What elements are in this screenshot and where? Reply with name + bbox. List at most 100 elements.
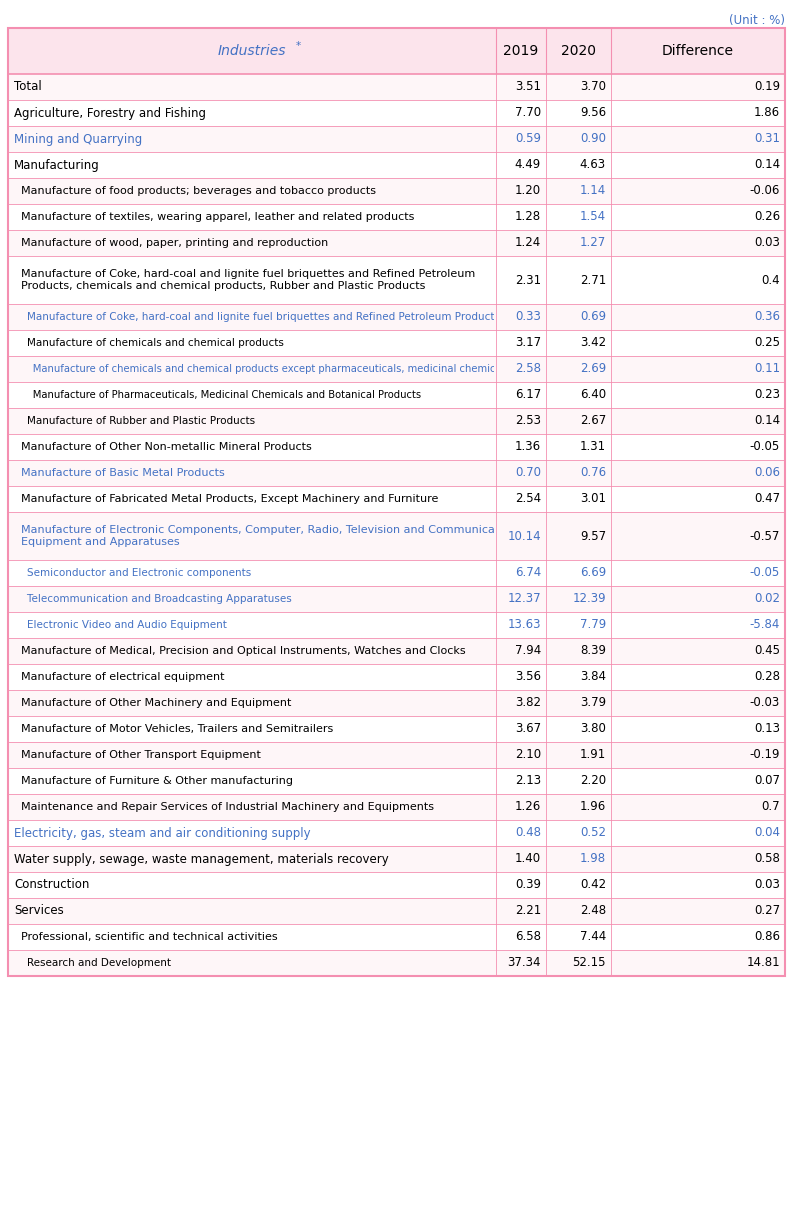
Text: Agriculture, Forestry and Fishing: Agriculture, Forestry and Fishing <box>14 106 206 119</box>
Bar <box>8 664 785 690</box>
Text: Manufacture of chemicals and chemical products: Manufacture of chemicals and chemical pr… <box>14 338 284 348</box>
Text: 1.20: 1.20 <box>515 185 541 198</box>
Text: Manufacture of Fabricated Metal Products, Except Machinery and Furniture: Manufacture of Fabricated Metal Products… <box>14 494 439 505</box>
Text: 37.34: 37.34 <box>508 956 541 969</box>
Text: Manufacture of Other Non-metallic Mineral Products: Manufacture of Other Non-metallic Minera… <box>14 442 312 451</box>
Bar <box>8 716 785 742</box>
Text: 0.03: 0.03 <box>754 237 780 250</box>
Text: 2019: 2019 <box>504 43 538 58</box>
Text: 12.37: 12.37 <box>508 593 541 606</box>
Bar <box>8 330 785 356</box>
Text: 1.26: 1.26 <box>515 800 541 814</box>
Text: Manufacture of Coke, hard-coal and lignite fuel briquettes and Refined Petroleum: Manufacture of Coke, hard-coal and ligni… <box>14 311 500 322</box>
Text: 1.98: 1.98 <box>580 852 606 865</box>
Text: 1.96: 1.96 <box>580 800 606 814</box>
Text: Manufacturing: Manufacturing <box>14 158 100 171</box>
Text: 3.17: 3.17 <box>515 337 541 350</box>
Text: 2.48: 2.48 <box>580 904 606 917</box>
Bar <box>8 152 785 177</box>
Text: 0.02: 0.02 <box>754 593 780 606</box>
Text: Manufacture of Medical, Precision and Optical Instruments, Watches and Clocks: Manufacture of Medical, Precision and Op… <box>14 646 465 655</box>
Text: Professional, scientific and technical activities: Professional, scientific and technical a… <box>14 932 278 941</box>
Text: -0.57: -0.57 <box>749 530 780 542</box>
Text: -5.84: -5.84 <box>749 618 780 631</box>
Text: 3.80: 3.80 <box>580 723 606 735</box>
Bar <box>8 460 785 486</box>
Text: 1.91: 1.91 <box>580 748 606 762</box>
Text: -0.05: -0.05 <box>749 441 780 454</box>
Text: 0.36: 0.36 <box>754 310 780 323</box>
Text: Difference: Difference <box>662 43 734 58</box>
Text: -0.19: -0.19 <box>749 748 780 762</box>
Text: 0.76: 0.76 <box>580 466 606 479</box>
Text: 52.15: 52.15 <box>573 956 606 969</box>
Text: 0.90: 0.90 <box>580 133 606 146</box>
Bar <box>8 304 785 330</box>
Bar <box>8 587 785 612</box>
Bar <box>8 690 785 716</box>
Bar <box>8 74 785 100</box>
Text: 3.01: 3.01 <box>580 492 606 506</box>
Text: 0.47: 0.47 <box>754 492 780 506</box>
Text: 4.49: 4.49 <box>515 158 541 171</box>
Bar <box>8 820 785 846</box>
Text: 0.45: 0.45 <box>754 645 780 658</box>
Text: 0.27: 0.27 <box>754 904 780 917</box>
Text: 0.14: 0.14 <box>754 158 780 171</box>
Text: 0.11: 0.11 <box>754 362 780 375</box>
Bar <box>8 925 785 950</box>
Text: 0.19: 0.19 <box>754 81 780 93</box>
Text: Semiconductor and Electronic components: Semiconductor and Electronic components <box>14 568 251 578</box>
Bar <box>8 177 785 204</box>
Text: 2020: 2020 <box>561 43 596 58</box>
Bar <box>8 408 785 435</box>
Text: 10.14: 10.14 <box>508 530 541 542</box>
Text: 0.70: 0.70 <box>515 466 541 479</box>
Bar <box>8 28 785 74</box>
Bar <box>8 256 785 304</box>
Bar <box>8 486 785 512</box>
Text: 0.58: 0.58 <box>754 852 780 865</box>
Bar <box>8 435 785 460</box>
Bar <box>8 612 785 639</box>
Text: Maintenance and Repair Services of Industrial Machinery and Equipments: Maintenance and Repair Services of Indus… <box>14 801 434 812</box>
Bar <box>8 356 785 381</box>
Text: 1.54: 1.54 <box>580 210 606 223</box>
Text: Manufacture of electrical equipment: Manufacture of electrical equipment <box>14 672 224 682</box>
Text: Manufacture of Motor Vehicles, Trailers and Semitrailers: Manufacture of Motor Vehicles, Trailers … <box>14 724 333 734</box>
Bar <box>8 898 785 925</box>
Text: 2.71: 2.71 <box>580 274 606 286</box>
Text: 6.58: 6.58 <box>515 931 541 944</box>
Text: 2.69: 2.69 <box>580 362 606 375</box>
Text: Manufacture of Furniture & Other manufacturing: Manufacture of Furniture & Other manufac… <box>14 776 293 786</box>
Text: 6.17: 6.17 <box>515 389 541 402</box>
Text: 3.67: 3.67 <box>515 723 541 735</box>
Text: 2.13: 2.13 <box>515 775 541 787</box>
Text: 14.81: 14.81 <box>746 956 780 969</box>
Text: 2.67: 2.67 <box>580 414 606 427</box>
Text: 1.14: 1.14 <box>580 185 606 198</box>
Text: 2.10: 2.10 <box>515 748 541 762</box>
Text: 2.54: 2.54 <box>515 492 541 506</box>
Bar <box>8 28 785 976</box>
Text: 0.28: 0.28 <box>754 671 780 683</box>
Text: Manufacture of Other Machinery and Equipment: Manufacture of Other Machinery and Equip… <box>14 698 291 709</box>
Text: 0.7: 0.7 <box>761 800 780 814</box>
Text: 2.58: 2.58 <box>515 362 541 375</box>
Text: Construction: Construction <box>14 879 90 892</box>
Text: Electricity, gas, steam and air conditioning supply: Electricity, gas, steam and air conditio… <box>14 827 311 840</box>
Text: 2.31: 2.31 <box>515 274 541 286</box>
Text: 0.31: 0.31 <box>754 133 780 146</box>
Text: 3.56: 3.56 <box>515 671 541 683</box>
Text: Manufacture of Pharmaceuticals, Medicinal Chemicals and Botanical Products: Manufacture of Pharmaceuticals, Medicina… <box>14 390 421 400</box>
Text: 0.26: 0.26 <box>754 210 780 223</box>
Text: Manufacture of Electronic Components, Computer, Radio, Television and Communicat: Manufacture of Electronic Components, Co… <box>14 525 516 547</box>
Text: 1.24: 1.24 <box>515 237 541 250</box>
Text: 7.94: 7.94 <box>515 645 541 658</box>
Text: 0.39: 0.39 <box>515 879 541 892</box>
Text: 0.48: 0.48 <box>515 827 541 840</box>
Text: 0.06: 0.06 <box>754 466 780 479</box>
Text: 6.69: 6.69 <box>580 566 606 579</box>
Text: Research and Development: Research and Development <box>14 958 171 968</box>
Text: 1.40: 1.40 <box>515 852 541 865</box>
